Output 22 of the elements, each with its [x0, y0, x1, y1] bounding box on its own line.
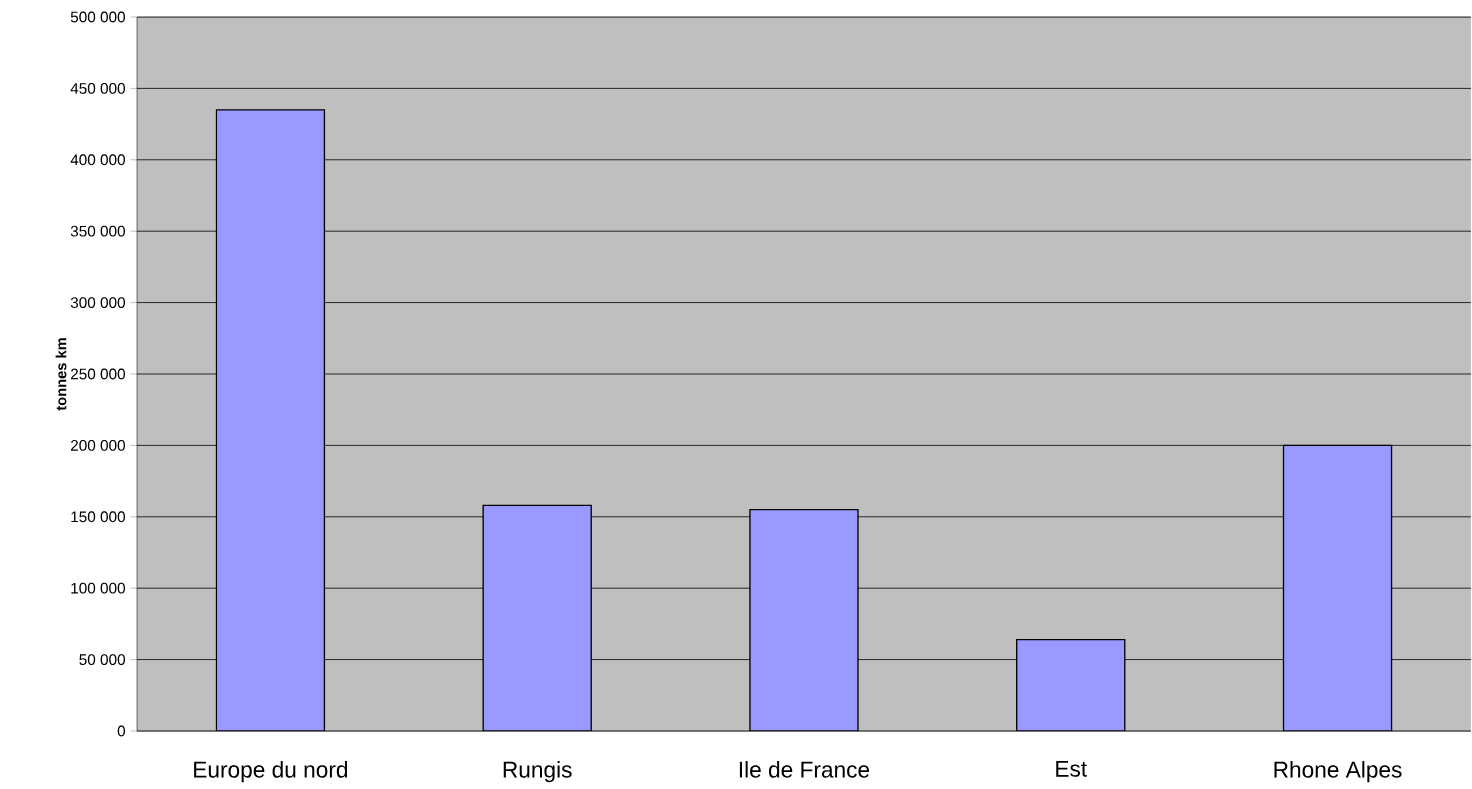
- y-tick-label: 250 000: [70, 368, 126, 380]
- y-tick-label: 200 000: [70, 439, 126, 451]
- x-tick-label: Europe du nord: [194, 761, 348, 783]
- y-tick-label: 500 000: [70, 11, 126, 23]
- bar: [1282, 444, 1393, 731]
- y-axis-title: tonnes km: [55, 338, 67, 411]
- y-tick-label: 100 000: [71, 582, 126, 594]
- x-tick-label: Ile de France: [739, 761, 870, 778]
- y-tick-label: 350 000: [70, 225, 126, 237]
- x-tick-label: Rhone Alpes: [1274, 761, 1402, 783]
- y-tick-label: 400 000: [70, 154, 126, 166]
- bar: [749, 508, 859, 731]
- bar: [1016, 638, 1126, 731]
- y-tick-label: 50 000: [79, 654, 126, 666]
- y-tick-label: 0: [117, 725, 126, 737]
- y-tick-label: 150 000: [71, 511, 126, 523]
- x-tick-label: Rungis: [503, 761, 572, 783]
- bar: [482, 504, 592, 731]
- y-tick-label: 300 000: [70, 297, 126, 309]
- y-tick-label: 450 000: [70, 82, 126, 94]
- bar: [215, 109, 326, 731]
- x-tick-label: Est: [1056, 761, 1087, 777]
